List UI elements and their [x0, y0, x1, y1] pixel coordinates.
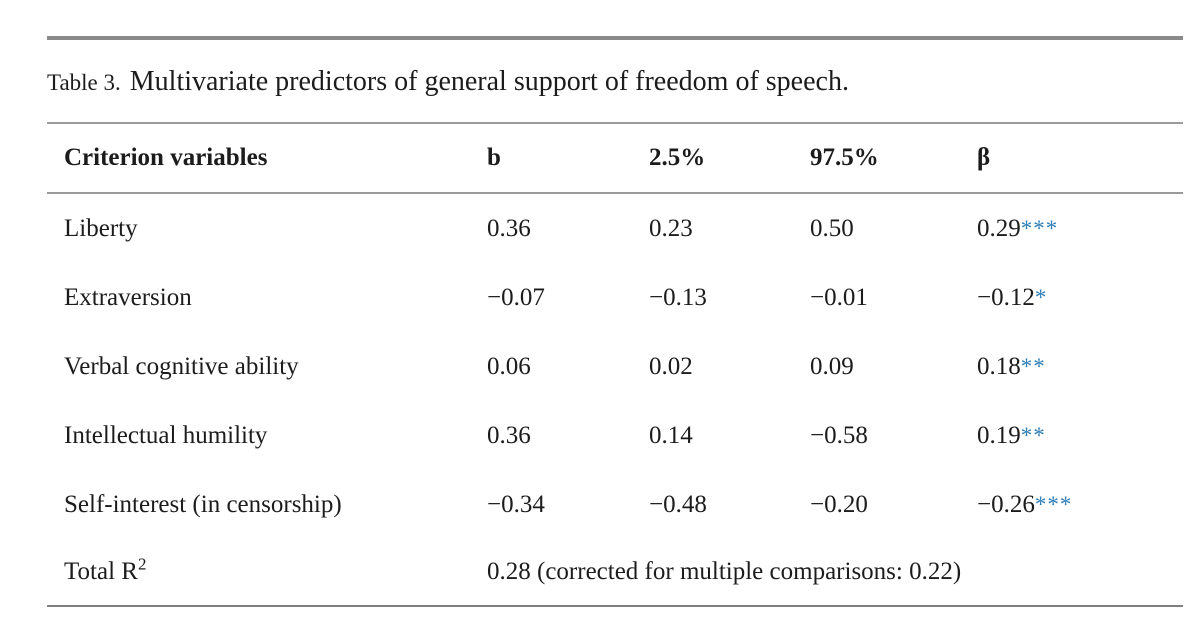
significance-asterisks: ** — [1020, 353, 1046, 379]
criterion-label: Verbal cognitive ability — [64, 352, 299, 380]
beta-value: 0.29*** — [973, 215, 1183, 243]
table-header-row: Criterion variables b 2.5% 97.5% β — [47, 124, 1183, 192]
column-header-beta: β — [977, 144, 991, 172]
criterion-label: Extraversion — [64, 283, 192, 311]
total-r-squared-label: Total R2 — [47, 554, 483, 586]
ci-upper-value: 0.50 — [810, 214, 854, 242]
total-r-label-text: Total R — [64, 558, 138, 586]
table-row: Self-interest (in censorship) −0.34 −0.4… — [47, 470, 1183, 539]
beta-value: 0.19** — [973, 422, 1183, 450]
table-row: Intellectual humility 0.36 0.14 −0.58 0.… — [47, 401, 1183, 470]
column-header-ci-upper: 97.5% — [810, 144, 879, 172]
b-value: 0.36 — [487, 214, 531, 242]
significance-asterisks: * — [1034, 284, 1048, 310]
paper-table: Table 3. Multivariate predictors of gene… — [47, 36, 1183, 607]
beta-value: −0.26*** — [973, 491, 1183, 519]
b-value: −0.34 — [487, 490, 545, 518]
ci-lower-value: 0.14 — [649, 421, 693, 449]
ci-upper-value: −0.20 — [810, 490, 868, 518]
b-value: −0.07 — [487, 283, 545, 311]
table-caption-divider-rule — [47, 122, 1183, 124]
ci-upper-value: −0.58 — [810, 421, 868, 449]
ci-lower-value: −0.48 — [649, 490, 707, 518]
significance-asterisks: *** — [1020, 215, 1059, 241]
b-value: 0.06 — [487, 352, 531, 380]
beta-value: 0.18** — [973, 353, 1183, 381]
table-caption-label: Table 3. — [47, 70, 121, 95]
column-header-criterion-variables: Criterion variables — [64, 144, 268, 172]
beta-number: 0.18 — [977, 352, 1021, 380]
table-row: Extraversion −0.07 −0.13 −0.01 −0.12* — [47, 263, 1183, 332]
criterion-label: Self-interest (in censorship) — [64, 490, 342, 518]
ci-upper-value: −0.01 — [810, 283, 868, 311]
table-row: Liberty 0.36 0.23 0.50 0.29*** — [47, 194, 1183, 263]
table-bottom-rule — [47, 605, 1183, 607]
table-header-divider-rule — [47, 192, 1183, 194]
ci-lower-value: 0.02 — [649, 352, 693, 380]
column-header-ci-lower: 2.5% — [649, 144, 706, 172]
table-caption: Table 3. Multivariate predictors of gene… — [47, 40, 1183, 122]
ci-lower-value: −0.13 — [649, 283, 707, 311]
beta-number: 0.19 — [977, 421, 1021, 449]
criterion-label: Liberty — [64, 214, 138, 242]
ci-lower-value: 0.23 — [649, 214, 693, 242]
table-row: Verbal cognitive ability 0.06 0.02 0.09 … — [47, 332, 1183, 401]
column-header-b: b — [487, 144, 501, 172]
table-caption-text: Multivariate predictors of general suppo… — [129, 66, 849, 97]
beta-number: −0.12 — [977, 283, 1035, 311]
r-squared-exponent: 2 — [137, 554, 147, 574]
table-total-row: Total R2 0.28 (corrected for multiple co… — [47, 539, 1183, 605]
beta-number: 0.29 — [977, 214, 1021, 242]
criterion-label: Intellectual humility — [64, 421, 268, 449]
table-top-rule — [47, 36, 1183, 40]
ci-upper-value: 0.09 — [810, 352, 854, 380]
significance-asterisks: *** — [1034, 491, 1073, 517]
beta-value: −0.12* — [973, 284, 1183, 312]
b-value: 0.36 — [487, 421, 531, 449]
total-r-squared-value: 0.28 (corrected for multiple comparisons… — [487, 558, 962, 586]
significance-asterisks: ** — [1020, 422, 1046, 448]
beta-number: −0.26 — [977, 490, 1035, 518]
